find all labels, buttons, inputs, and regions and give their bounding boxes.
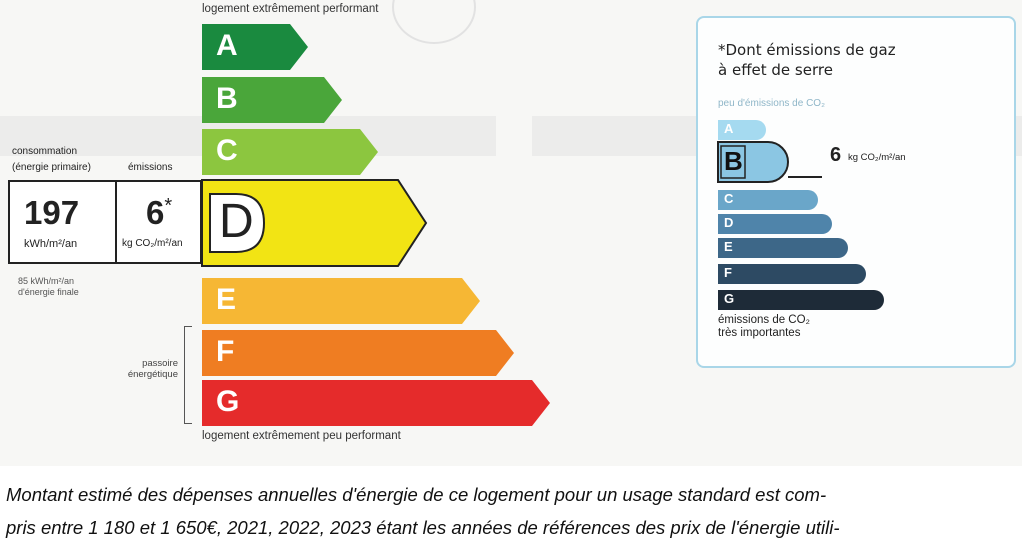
emission-value: 6* bbox=[146, 194, 172, 232]
energy-class-arrow bbox=[202, 129, 378, 175]
energy-class-a: A bbox=[202, 24, 308, 70]
energy-class-letter: G bbox=[216, 385, 240, 418]
emission-unit: kg CO₂/m²/an bbox=[122, 238, 183, 249]
top-caption: logement extrêmement performant bbox=[202, 3, 379, 15]
ghg-class-letter: G bbox=[724, 291, 735, 306]
ghg-class-letter: A bbox=[724, 121, 734, 136]
final-energy-note: 85 kWh/m²/an d'énergie finale bbox=[18, 276, 108, 298]
consumption-label: consommation (énergie primaire) bbox=[12, 146, 91, 173]
emissions-label: émissions bbox=[128, 162, 173, 173]
ghg-class-f: F bbox=[718, 264, 866, 284]
ghost-circle bbox=[392, 0, 476, 44]
ghg-pointer-line bbox=[788, 176, 822, 178]
value-box: 197 kWh/m²/an 6* kg CO₂/m²/an bbox=[8, 180, 202, 264]
cost-caption: Montant estimé des dépenses annuelles d'… bbox=[6, 478, 1016, 544]
ghg-panel: *Dont émissions de gaz à effet de serre … bbox=[696, 16, 1016, 368]
energy-class-shape bbox=[202, 129, 378, 175]
energy-class-letter: B bbox=[216, 82, 238, 115]
ghg-class-d: D bbox=[718, 214, 832, 234]
ghg-class-bar bbox=[718, 290, 884, 310]
passoire-line2: énergétique bbox=[127, 369, 178, 380]
ghg-class-e: E bbox=[718, 238, 848, 258]
energy-class-arrow bbox=[202, 77, 342, 123]
ghg-note-line1: *Dont émissions de gaz bbox=[718, 41, 896, 59]
ghg-class-bar bbox=[718, 214, 832, 234]
ghg-class-letter: B bbox=[724, 146, 743, 176]
energy-class-d: D bbox=[201, 179, 428, 267]
ghg-unit: kg CO₂/m²/an bbox=[848, 152, 906, 163]
energy-class-letter: A bbox=[216, 29, 238, 62]
ghg-class-c: C bbox=[718, 190, 818, 210]
ghg-note-line2: à effet de serre bbox=[718, 61, 833, 79]
bottom-caption: logement extrêmement peu performant bbox=[202, 430, 401, 442]
ghg-class-g: G bbox=[718, 290, 884, 310]
energy-class-f: F bbox=[202, 330, 514, 376]
ghg-class-bar bbox=[718, 264, 866, 284]
ghg-note: *Dont émissions de gaz à effet de serre bbox=[718, 40, 896, 80]
energy-class-g: G bbox=[202, 380, 550, 426]
ghg-class-letter: C bbox=[724, 191, 734, 206]
passoire-line1: passoire bbox=[142, 358, 178, 369]
energy-class-letter: E bbox=[216, 283, 237, 316]
passoire-bracket bbox=[184, 326, 192, 424]
energy-class-c: C bbox=[202, 129, 378, 175]
ghg-value: 6 bbox=[830, 144, 842, 166]
energy-class-arrow bbox=[202, 24, 308, 70]
value-box-divider bbox=[115, 182, 117, 262]
ghg-class-letter: F bbox=[724, 265, 732, 280]
energy-class-b: B bbox=[202, 77, 342, 123]
energy-class-arrow bbox=[202, 330, 514, 376]
final-energy-line1: 85 kWh/m²/an bbox=[18, 276, 75, 286]
ghg-class-bar bbox=[718, 190, 818, 210]
energy-class-letter: D bbox=[219, 195, 254, 248]
ghg-high-caption: émissions de CO₂ très importantes bbox=[718, 314, 810, 340]
energy-class-e: E bbox=[202, 278, 480, 324]
energy-class-shape bbox=[202, 77, 342, 123]
ghg-high-line1: émissions de CO₂ bbox=[718, 314, 811, 326]
consumption-label-line2: (énergie primaire) bbox=[12, 162, 91, 173]
energy-class-arrow bbox=[202, 278, 480, 324]
ghg-low-caption: peu d'émissions de CO₂ bbox=[718, 98, 825, 109]
emission-value-number: 6 bbox=[146, 194, 165, 231]
ghg-class-bar bbox=[717, 141, 789, 183]
energy-class-shape bbox=[202, 380, 550, 426]
energy-class-shape bbox=[202, 24, 308, 70]
ghg-class-letter: D bbox=[724, 215, 734, 230]
ghg-class-bar bbox=[718, 120, 766, 140]
emission-star: * bbox=[164, 195, 173, 217]
passoire-label: passoire énergétique bbox=[100, 358, 178, 380]
cost-caption-line2: pris entre 1 180 et 1 650€, 2021, 2022, … bbox=[6, 517, 840, 538]
energy-class-letter: C bbox=[216, 134, 238, 167]
energy-class-shape bbox=[202, 278, 480, 324]
consumption-label-line1: consommation bbox=[12, 146, 78, 157]
energy-class-letter: F bbox=[216, 335, 235, 368]
ghg-class-letter: E bbox=[724, 239, 733, 254]
ghg-class-bar bbox=[718, 238, 848, 258]
cost-caption-line1: Montant estimé des dépenses annuelles d'… bbox=[6, 484, 827, 505]
ghg-class-b: B bbox=[717, 141, 789, 183]
consumption-unit: kWh/m²/an bbox=[24, 238, 78, 250]
ghg-high-line2: très importantes bbox=[718, 327, 801, 339]
energy-class-arrow bbox=[202, 380, 550, 426]
ghg-class-a: A bbox=[718, 120, 766, 140]
consumption-value: 197 bbox=[24, 194, 80, 231]
energy-class-shape bbox=[202, 330, 514, 376]
final-energy-line2: d'énergie finale bbox=[18, 287, 79, 297]
energy-class-arrow bbox=[201, 179, 428, 267]
current-class-badge bbox=[209, 193, 266, 253]
